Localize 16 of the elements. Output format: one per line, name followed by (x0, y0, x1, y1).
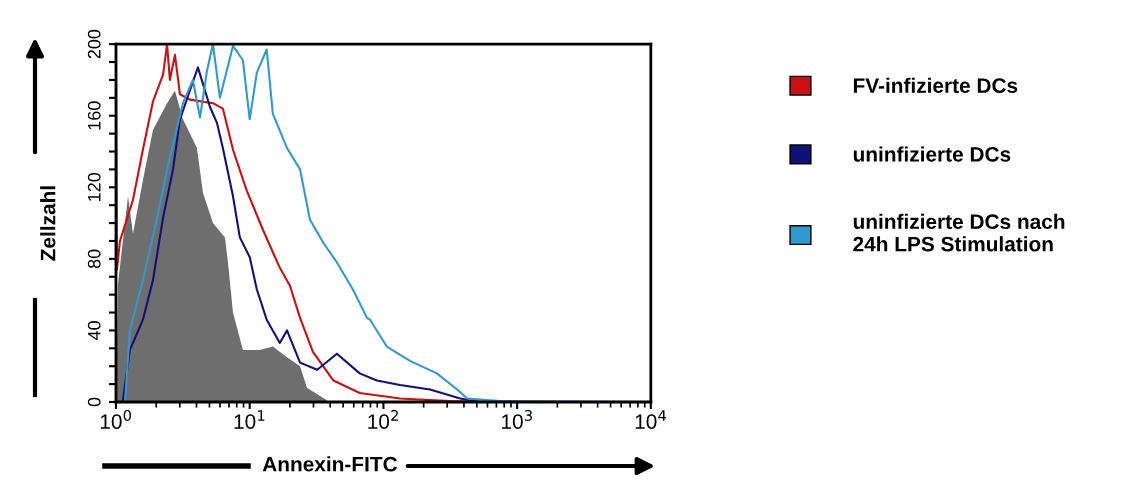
y-tick-label: 80 (87, 249, 101, 269)
x-tick-label: 10$^{2}$ (368, 409, 398, 429)
y-tick-label: 200 (87, 29, 101, 59)
y-tick-label: 160 (87, 101, 101, 130)
y-tick-label: 0 (87, 397, 101, 407)
x-tick-label: 10$^{3}$ (502, 409, 532, 429)
legend-label: uninfizierte DCs nach 24h LPS Stimulation (853, 213, 1065, 252)
legend-label: uninfizierte DCs (853, 146, 1011, 162)
y-axis-title: Zellzahl (40, 186, 56, 261)
x-axis-title: Annexin-FITC (262, 456, 398, 472)
x-tick-label: 10$^{1}$ (234, 410, 265, 429)
x-tick-label: 10$^{4}$ (635, 410, 666, 429)
legend-label: FV-infizierte DCs (853, 77, 1018, 94)
y-tick-label: 40 (87, 321, 101, 341)
x-tick-label: 10$^{0}$ (100, 409, 131, 429)
y-tick-label: 120 (87, 172, 101, 201)
